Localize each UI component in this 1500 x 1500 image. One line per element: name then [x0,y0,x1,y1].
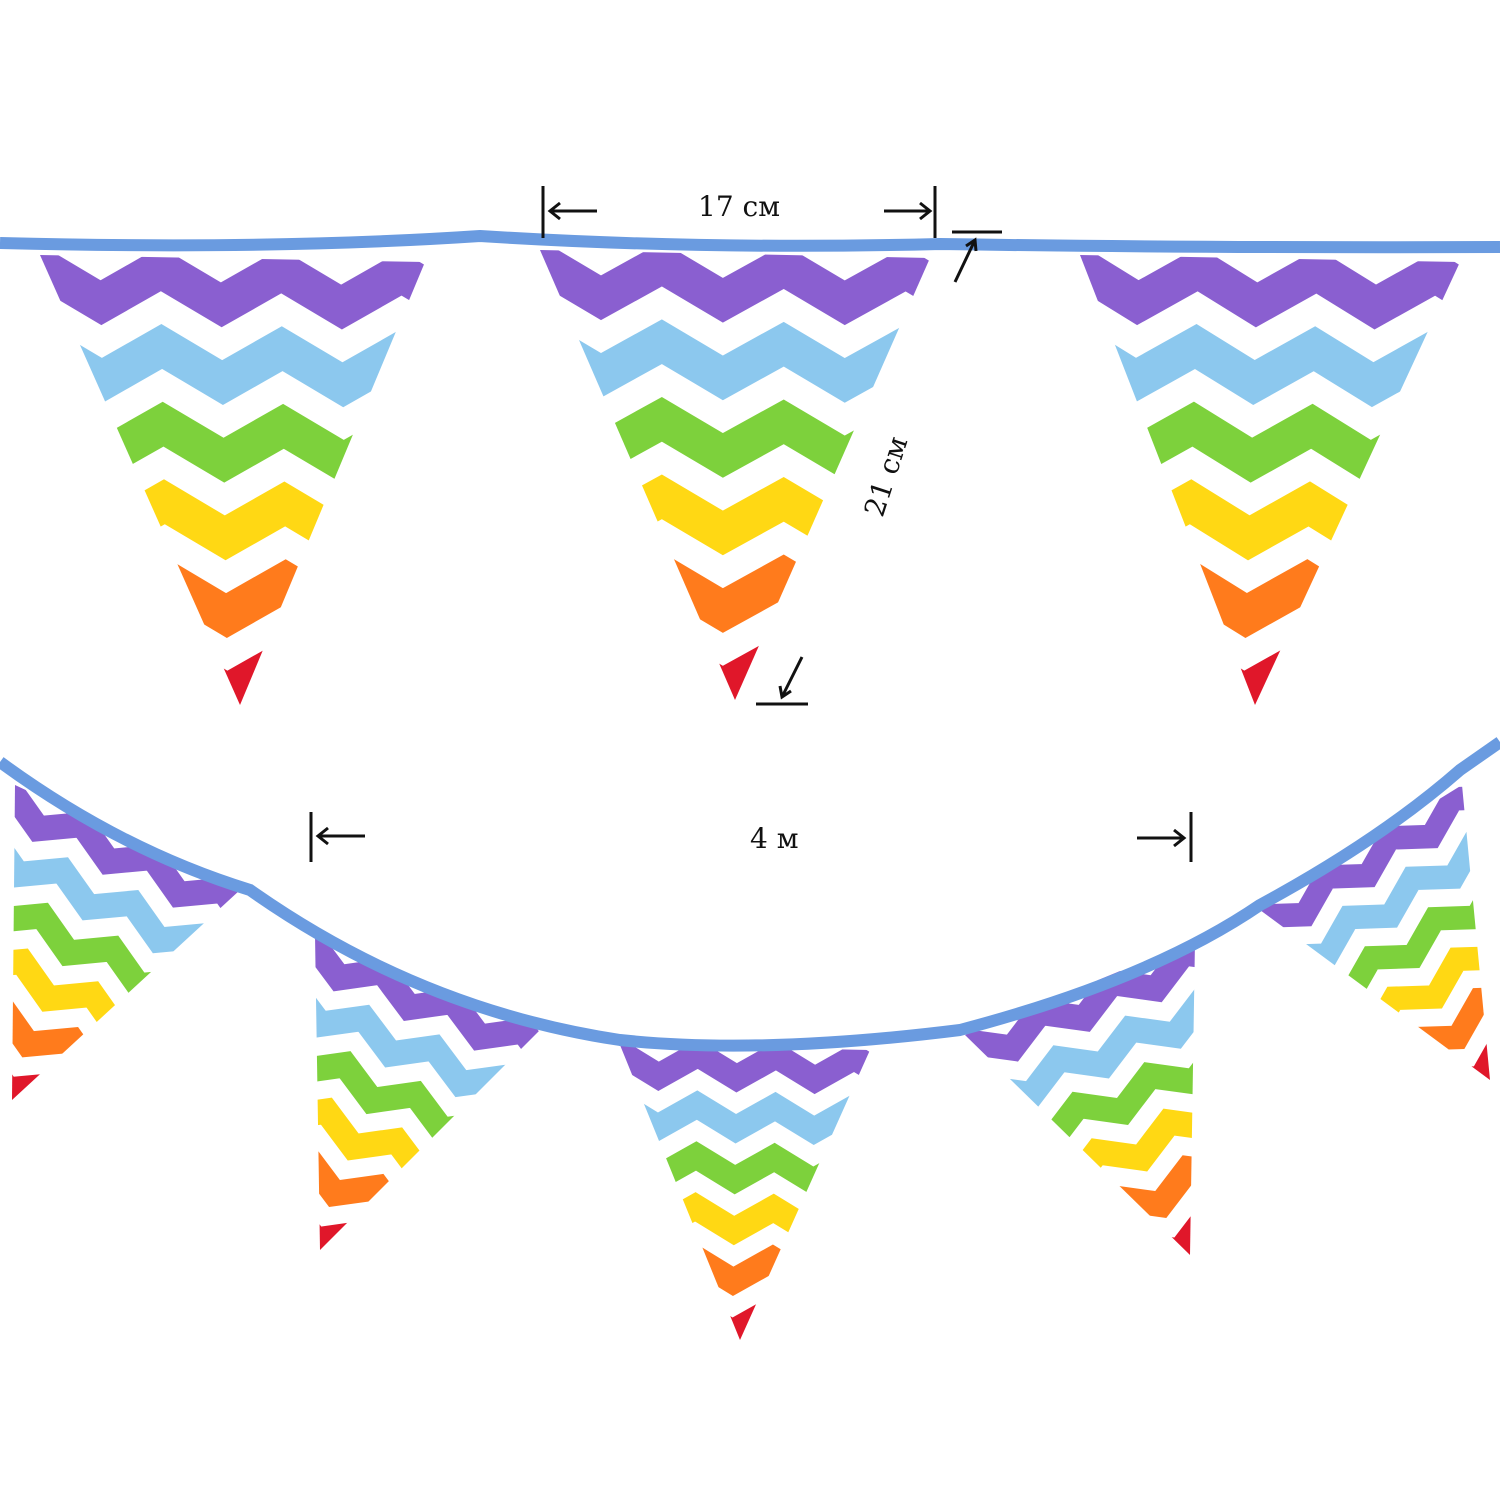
chevron-stripe [40,255,425,332]
pennant-flag [1260,785,1490,1080]
chevron-stripe [965,940,1195,1092]
flag-width-label: 17 см [698,190,780,223]
chevron-stripe [40,554,425,643]
pennant-flag [540,250,930,700]
pennant-flag [12,785,240,1100]
pennant-flag [40,255,425,705]
chevron-stripe [40,321,425,410]
chevron-stripe [1289,915,1490,1080]
tape-top [0,229,1500,254]
chevron-stripe [40,477,425,565]
pennant-flag [1080,255,1460,705]
total-length-label: 4 м [750,822,799,855]
chevron-stripe [1080,554,1460,643]
chevron-stripe [1080,321,1460,410]
tape-bottom [0,737,1500,1052]
pennant-flag [315,935,540,1250]
pennant-flag [620,1045,870,1340]
chevron-stripe [1080,477,1460,565]
dimension-marks [309,186,1193,862]
chevron-stripe [1080,399,1460,488]
chevron-stripe [40,632,425,705]
chevron-stripe [1080,632,1460,705]
pennants [12,250,1490,1340]
height-arrow-top [953,239,977,283]
height-arrow-bottom [780,656,804,698]
chevron-stripe [1080,255,1460,332]
chevron-stripe [40,399,425,487]
pennant-flag [965,940,1195,1255]
